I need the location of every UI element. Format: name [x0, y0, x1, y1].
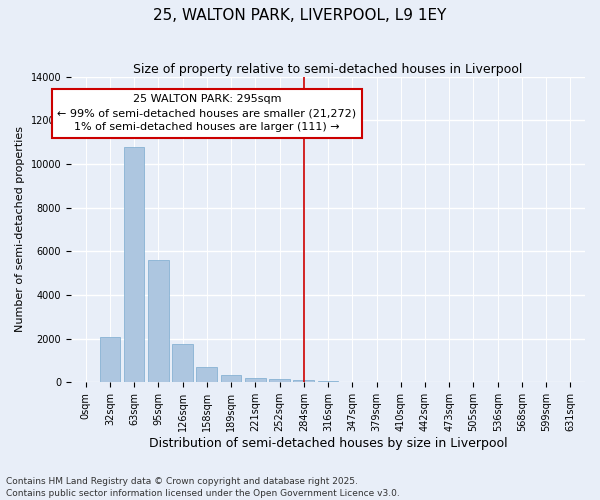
Text: Contains HM Land Registry data © Crown copyright and database right 2025.
Contai: Contains HM Land Registry data © Crown c…	[6, 476, 400, 498]
Bar	[293, 380, 314, 382]
Bar	[124, 146, 145, 382]
Bar	[245, 378, 266, 382]
Text: 25, WALTON PARK, LIVERPOOL, L9 1EY: 25, WALTON PARK, LIVERPOOL, L9 1EY	[154, 8, 446, 22]
Y-axis label: Number of semi-detached properties: Number of semi-detached properties	[15, 126, 25, 332]
Bar	[100, 338, 120, 382]
Bar	[172, 344, 193, 382]
Bar	[269, 380, 290, 382]
Bar	[148, 260, 169, 382]
Text: 25 WALTON PARK: 295sqm
← 99% of semi-detached houses are smaller (21,272)
1% of : 25 WALTON PARK: 295sqm ← 99% of semi-det…	[57, 94, 356, 132]
X-axis label: Distribution of semi-detached houses by size in Liverpool: Distribution of semi-detached houses by …	[149, 437, 508, 450]
Bar	[318, 381, 338, 382]
Bar	[196, 367, 217, 382]
Bar	[221, 374, 241, 382]
Title: Size of property relative to semi-detached houses in Liverpool: Size of property relative to semi-detach…	[133, 62, 523, 76]
